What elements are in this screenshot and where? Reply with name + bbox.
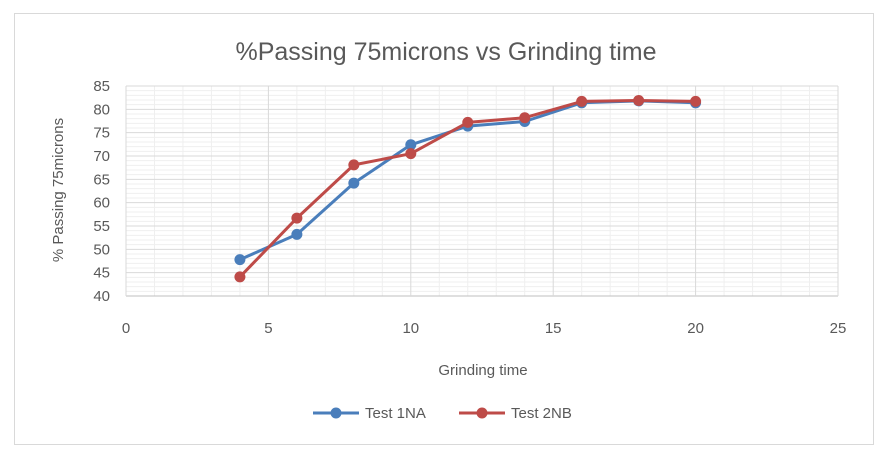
data-point-test-2nb xyxy=(291,212,303,224)
x-tick-label: 15 xyxy=(545,320,562,337)
grid-lines xyxy=(125,85,839,297)
y-tick-label: 60 xyxy=(93,195,110,212)
legend-label-test-2nb: Test 2NB xyxy=(511,405,572,422)
data-point-test-1na xyxy=(405,139,417,151)
y-tick-label: 40 xyxy=(93,288,110,305)
y-tick-label: 85 xyxy=(93,78,110,95)
series-test-2nb xyxy=(234,94,702,283)
legend-marker-test-1na xyxy=(330,407,342,419)
x-tick-label: 10 xyxy=(402,320,419,337)
chart-title: %Passing 75microns vs Grinding time xyxy=(236,38,657,66)
data-point-test-2nb xyxy=(462,116,474,128)
data-point-test-1na xyxy=(348,177,360,189)
x-axis-label: Grinding time xyxy=(438,362,527,379)
legend-label-test-1na: Test 1NA xyxy=(365,405,426,422)
x-tick-label: 25 xyxy=(830,320,847,337)
data-point-test-1na xyxy=(291,228,303,240)
data-point-test-2nb xyxy=(690,95,702,107)
series-layer xyxy=(234,94,702,283)
data-point-test-2nb xyxy=(234,271,246,283)
data-point-test-2nb xyxy=(576,95,588,107)
y-tick-label: 70 xyxy=(93,148,110,165)
data-point-test-1na xyxy=(234,254,246,266)
y-tick-label: 65 xyxy=(93,171,110,188)
x-tick-label: 20 xyxy=(687,320,704,337)
y-tick-label: 45 xyxy=(93,265,110,282)
data-point-test-2nb xyxy=(633,94,645,106)
chart-frame xyxy=(14,13,874,445)
legend-item-test-1na: Test 1NA xyxy=(313,405,426,422)
x-tick-label: 5 xyxy=(264,320,272,337)
data-point-test-2nb xyxy=(348,159,360,171)
legend: Test 1NA Test 2NB xyxy=(313,405,572,422)
tick-labels: 40 45 50 55 60 65 70 75 80 85 0 5 10 15 20 25 xyxy=(93,78,846,337)
y-tick-label: 80 xyxy=(93,101,110,118)
data-point-test-2nb xyxy=(405,148,417,160)
y-axis-label: % Passing 75microns xyxy=(50,118,67,262)
x-tick-label: 0 xyxy=(122,320,130,337)
y-tick-label: 50 xyxy=(93,241,110,258)
data-point-test-2nb xyxy=(519,112,531,124)
y-tick-label: 75 xyxy=(93,125,110,142)
legend-item-test-2nb: Test 2NB xyxy=(459,405,572,422)
y-tick-label: 55 xyxy=(93,218,110,235)
legend-marker-test-2nb xyxy=(476,407,488,419)
